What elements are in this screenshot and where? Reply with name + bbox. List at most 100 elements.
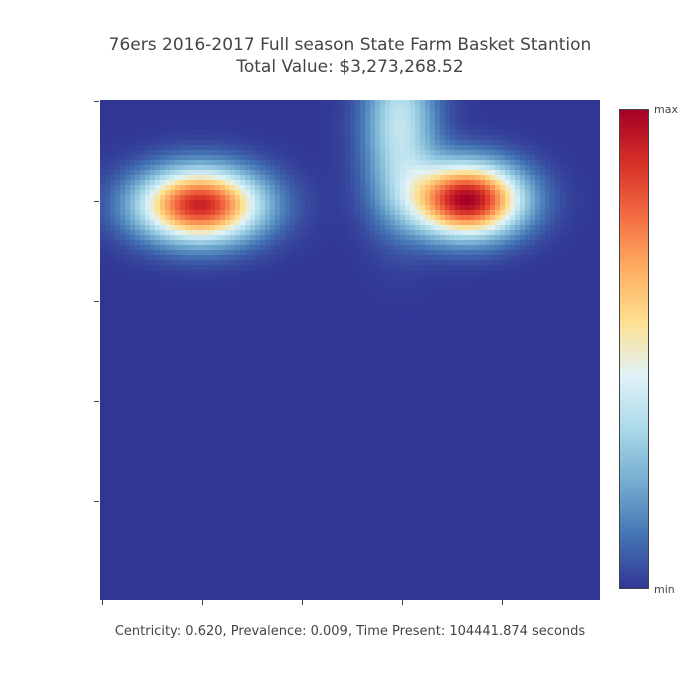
heatmap-cell bbox=[120, 290, 126, 296]
heatmap-cell bbox=[315, 210, 321, 216]
heatmap-cell bbox=[415, 330, 421, 336]
heatmap-cell bbox=[425, 245, 431, 251]
heatmap-cell bbox=[325, 205, 331, 211]
heatmap-cell bbox=[595, 280, 600, 286]
heatmap-cell bbox=[395, 175, 401, 181]
heatmap-cell bbox=[380, 120, 386, 126]
heatmap-cell bbox=[315, 340, 321, 346]
heatmap-cell bbox=[530, 205, 536, 211]
heatmap-cell bbox=[500, 215, 506, 221]
heatmap-cell bbox=[475, 230, 481, 236]
heatmap-cell bbox=[235, 335, 241, 341]
heatmap-cell bbox=[175, 250, 181, 256]
heatmap-cell bbox=[515, 325, 521, 331]
heatmap-cell bbox=[240, 170, 246, 176]
heatmap-cell bbox=[375, 270, 381, 276]
heatmap-cell bbox=[230, 205, 236, 211]
heatmap-cell bbox=[340, 260, 346, 266]
heatmap-cell bbox=[155, 320, 161, 326]
heatmap-cell bbox=[475, 140, 481, 146]
heatmap-cell bbox=[485, 120, 491, 126]
heatmap-cell bbox=[455, 170, 461, 176]
heatmap-cell bbox=[545, 310, 551, 316]
heatmap-cell bbox=[405, 305, 411, 311]
heatmap-cell bbox=[320, 100, 326, 106]
heatmap-cell bbox=[420, 165, 426, 171]
heatmap-cell bbox=[140, 245, 146, 251]
heatmap-cell bbox=[495, 135, 501, 141]
heatmap-cell bbox=[400, 275, 406, 281]
heatmap-cell bbox=[385, 335, 391, 341]
heatmap-cell bbox=[455, 330, 461, 336]
heatmap-cell bbox=[125, 340, 131, 346]
heatmap-cell bbox=[585, 120, 591, 126]
heatmap-cell bbox=[110, 305, 116, 311]
heatmap-cell bbox=[550, 160, 556, 166]
heatmap-cell bbox=[375, 155, 381, 161]
heatmap-cell bbox=[305, 200, 311, 206]
heatmap-cell bbox=[125, 195, 131, 201]
heatmap-cell bbox=[280, 230, 286, 236]
heatmap-cell bbox=[265, 230, 271, 236]
heatmap-cell bbox=[320, 140, 326, 146]
heatmap-cell bbox=[350, 145, 356, 151]
heatmap-cell bbox=[470, 290, 476, 296]
heatmap-cell bbox=[570, 270, 576, 276]
heatmap-cell bbox=[160, 225, 166, 231]
heatmap-cell bbox=[155, 230, 161, 236]
heatmap-cell bbox=[470, 260, 476, 266]
heatmap-cell bbox=[320, 325, 326, 331]
heatmap-cell bbox=[480, 220, 486, 226]
heatmap-cell bbox=[505, 265, 511, 271]
heatmap-cell bbox=[140, 335, 146, 341]
heatmap-cell bbox=[115, 145, 121, 151]
heatmap-cell bbox=[490, 160, 496, 166]
heatmap-cell bbox=[520, 335, 526, 341]
heatmap-cell bbox=[235, 235, 241, 241]
heatmap-cell bbox=[485, 205, 491, 211]
heatmap-cell bbox=[325, 180, 331, 186]
heatmap-cell bbox=[420, 170, 426, 176]
heatmap-cell bbox=[165, 265, 171, 271]
heatmap-cell bbox=[480, 320, 486, 326]
heatmap-cell bbox=[310, 290, 316, 296]
heatmap-cell bbox=[165, 255, 171, 261]
heatmap-cell bbox=[170, 195, 176, 201]
heatmap-cell bbox=[270, 100, 276, 106]
heatmap-cell bbox=[195, 260, 201, 266]
heatmap-cell bbox=[290, 110, 296, 116]
heatmap-cell bbox=[455, 240, 461, 246]
heatmap-cell bbox=[320, 165, 326, 171]
heatmap-cell bbox=[340, 110, 346, 116]
heatmap-cell bbox=[115, 310, 121, 316]
heatmap-cell bbox=[360, 255, 366, 261]
heatmap-cell bbox=[105, 345, 111, 351]
heatmap-cell bbox=[135, 170, 141, 176]
heatmap-cell bbox=[540, 335, 546, 341]
heatmap-cell bbox=[205, 195, 211, 201]
heatmap-cell bbox=[340, 180, 346, 186]
heatmap-cell bbox=[185, 205, 191, 211]
heatmap-cell bbox=[505, 170, 511, 176]
heatmap-cell bbox=[360, 170, 366, 176]
heatmap-cell bbox=[170, 300, 176, 306]
heatmap-cell bbox=[575, 325, 581, 331]
heatmap-cell bbox=[170, 215, 176, 221]
heatmap-cell bbox=[500, 105, 506, 111]
heatmap-cell bbox=[120, 320, 126, 326]
heatmap-cell bbox=[515, 255, 521, 261]
heatmap-cell bbox=[560, 150, 566, 156]
heatmap-cell bbox=[490, 250, 496, 256]
heatmap-cell bbox=[340, 295, 346, 301]
heatmap-cell bbox=[340, 240, 346, 246]
heatmap-cell bbox=[550, 215, 556, 221]
heatmap-cell bbox=[250, 195, 256, 201]
heatmap-plot-area[interactable] bbox=[100, 100, 600, 600]
heatmap-cell bbox=[225, 345, 231, 351]
heatmap-cell bbox=[480, 135, 486, 141]
heatmap-cell bbox=[195, 120, 201, 126]
heatmap-cell bbox=[225, 165, 231, 171]
heatmap-cell bbox=[135, 310, 141, 316]
heatmap-cell bbox=[345, 295, 351, 301]
heatmap-cell bbox=[355, 155, 361, 161]
